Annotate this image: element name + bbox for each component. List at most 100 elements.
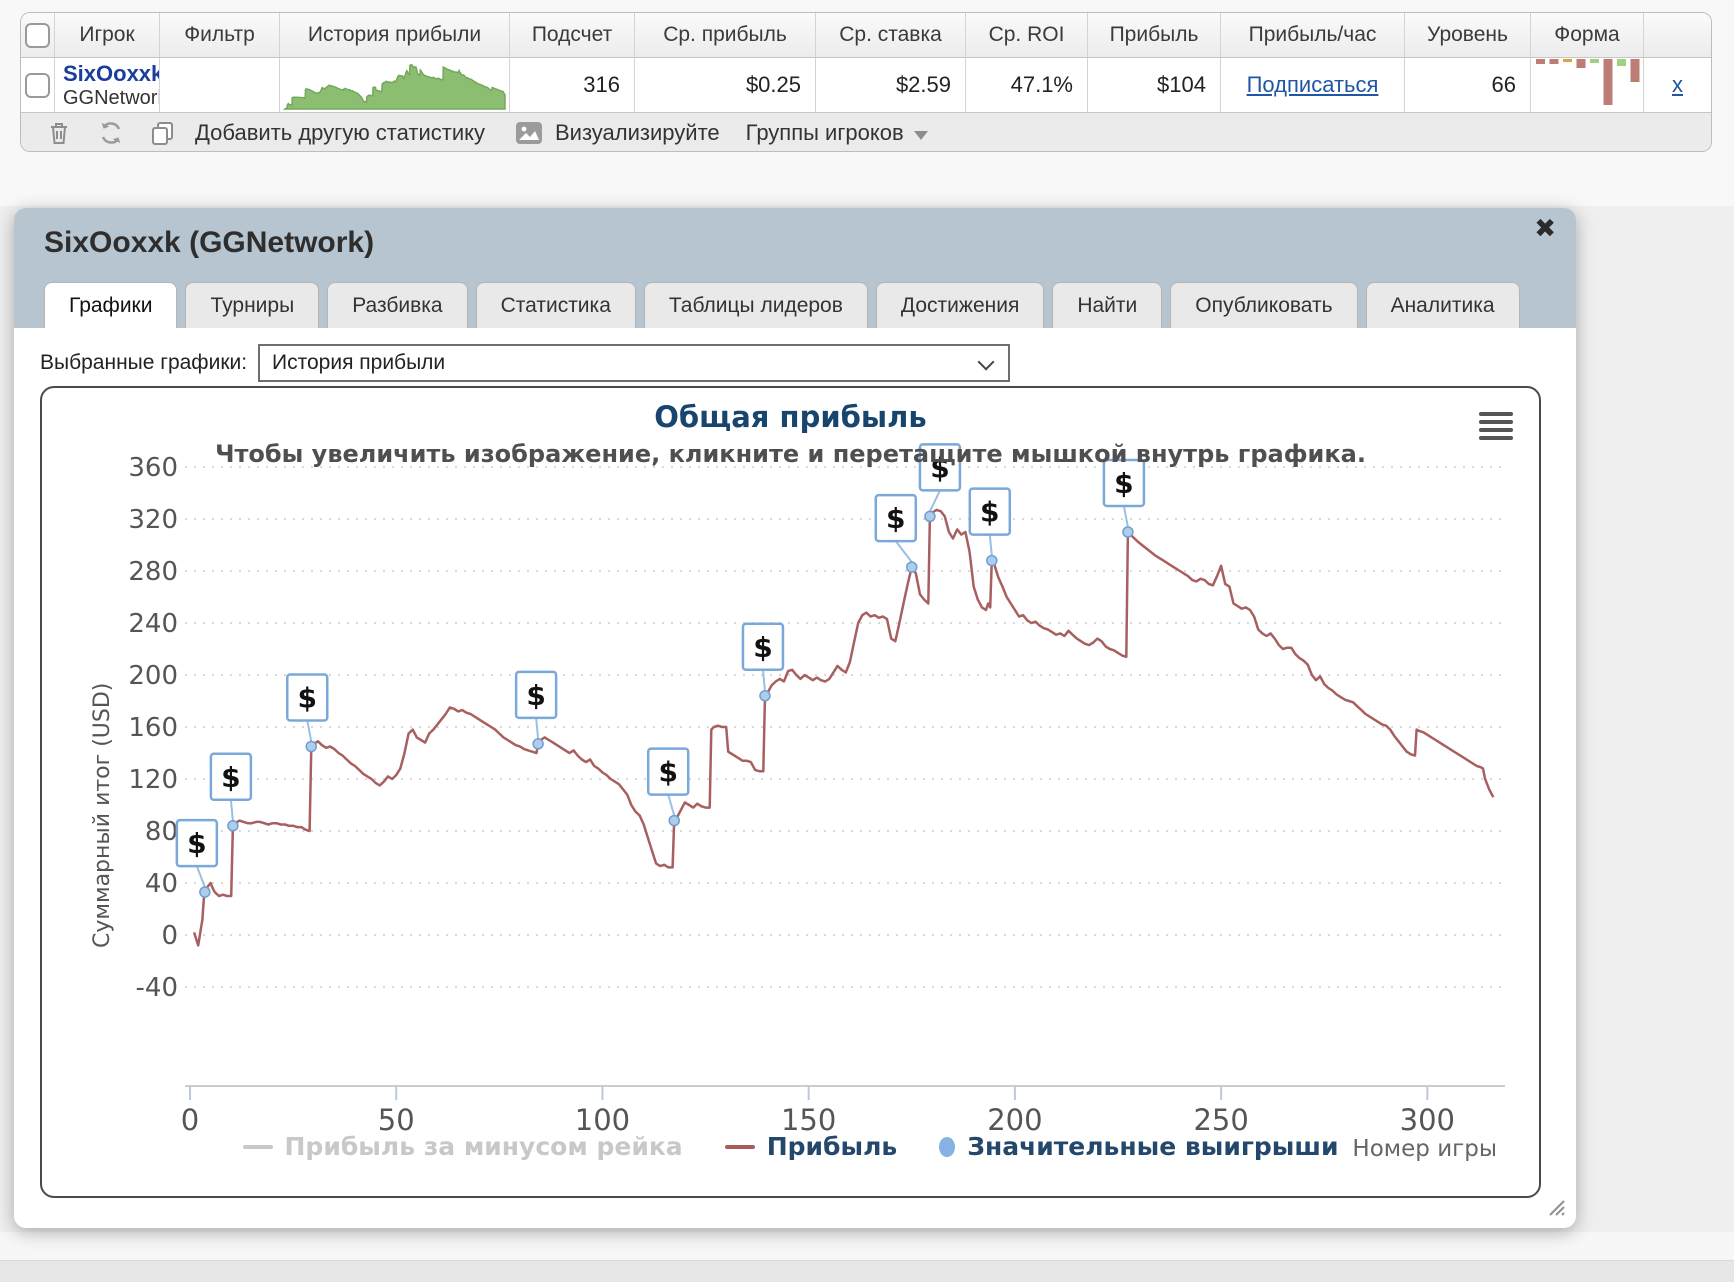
player-groups-dropdown[interactable]: Группы игроков xyxy=(746,120,928,146)
add-stat-button[interactable]: Добавить другую статистику xyxy=(195,119,485,145)
visualize-icon[interactable] xyxy=(515,119,543,147)
svg-text:100: 100 xyxy=(575,1103,630,1137)
tab-achievements[interactable]: Достижения xyxy=(875,282,1045,328)
svg-text:320: 320 xyxy=(128,505,178,535)
player-name[interactable]: SixOoxxk xyxy=(63,60,160,86)
column-header-avg-roi[interactable]: Ср. ROI xyxy=(966,13,1088,57)
legend-label: Значительные выигрыши xyxy=(967,1132,1339,1161)
visualize-button[interactable]: Визуализируйте xyxy=(555,119,720,145)
count-cell: 316 xyxy=(510,58,635,112)
svg-text:0: 0 xyxy=(181,1103,199,1137)
table-row: SixOoxxk GGNetwork 316 $0.25 $2.59 47.1%… xyxy=(21,58,1711,113)
row-checkbox[interactable] xyxy=(25,72,50,98)
column-header-remove xyxy=(1644,13,1711,57)
chart-plot-area[interactable]: 360 320 280 240 200 160 120 80 40 0 -40 0 50 100 150 20… xyxy=(42,388,1539,1196)
column-header-filter[interactable]: Фильтр xyxy=(160,13,280,57)
column-header-avg-stake[interactable]: Ср. ставка xyxy=(816,13,966,57)
column-header-profit-per-hour[interactable]: Прибыль/час xyxy=(1221,13,1405,57)
dialog-title: SixOoxxk (GGNetwork) xyxy=(44,226,375,259)
tab-analytics[interactable]: Аналитика xyxy=(1365,282,1520,328)
svg-text:200: 200 xyxy=(128,661,178,691)
profit-history-cell[interactable] xyxy=(280,58,510,112)
dialog-tabs: Графики Турниры Разбивка Статистика Табл… xyxy=(44,282,1520,328)
svg-text:280: 280 xyxy=(128,557,178,587)
svg-text:150: 150 xyxy=(781,1103,836,1137)
select-all-checkbox[interactable] xyxy=(25,22,50,48)
graph-type-value: История прибыли xyxy=(272,351,446,374)
player-network: GGNetwork xyxy=(63,86,160,109)
copy-icon[interactable] xyxy=(149,119,177,147)
chart-legend: Прибыль за минусом рейка Прибыль Значите… xyxy=(42,1132,1539,1161)
legend-item-profit-minus-rake[interactable]: Прибыль за минусом рейка xyxy=(242,1132,683,1161)
filter-cell[interactable] xyxy=(160,58,280,112)
graph-type-select[interactable]: История прибыли xyxy=(258,344,1010,382)
svg-text:240: 240 xyxy=(128,609,178,639)
svg-text:160: 160 xyxy=(128,713,178,743)
column-header-avg-profit[interactable]: Ср. прибыль xyxy=(635,13,816,57)
profit-history-sparkline xyxy=(282,63,506,110)
svg-text:120: 120 xyxy=(128,765,178,795)
selected-graphs-label: Выбранные графики: xyxy=(40,351,248,374)
player-cell[interactable]: SixOoxxk GGNetwork xyxy=(55,58,160,112)
svg-text:$: $ xyxy=(658,756,677,789)
svg-text:250: 250 xyxy=(1193,1103,1248,1137)
chevron-down-icon xyxy=(977,353,995,371)
tab-find[interactable]: Найти xyxy=(1052,282,1163,328)
avg-stake-cell: $2.59 xyxy=(816,58,966,112)
avg-profit-cell: $0.25 xyxy=(635,58,816,112)
tab-leaderboards[interactable]: Таблицы лидеров xyxy=(643,282,868,328)
svg-text:$: $ xyxy=(187,827,206,860)
svg-text:$: $ xyxy=(526,679,545,712)
tab-graphs[interactable]: Графики xyxy=(44,282,178,328)
column-header-count[interactable]: Подсчет xyxy=(510,13,635,57)
legend-label: Прибыль за минусом рейка xyxy=(284,1132,683,1161)
form-cell xyxy=(1531,58,1644,112)
column-header-level[interactable]: Уровень xyxy=(1405,13,1531,57)
column-header-form[interactable]: Форма xyxy=(1531,13,1644,57)
form-mini-chart xyxy=(1535,59,1639,105)
svg-text:40: 40 xyxy=(145,869,178,899)
profit-per-hour-cell: Подписаться xyxy=(1221,58,1405,112)
legend-dash-red xyxy=(724,1144,755,1149)
svg-text:200: 200 xyxy=(987,1103,1042,1137)
tab-tournaments[interactable]: Турниры xyxy=(185,282,320,328)
svg-text:0: 0 xyxy=(161,921,178,951)
svg-text:80: 80 xyxy=(145,817,178,847)
profit-cell: $104 xyxy=(1088,58,1221,112)
delete-icon[interactable] xyxy=(45,119,73,147)
page-bottom-bar xyxy=(0,1260,1734,1282)
player-stats-table: Игрок Фильтр История прибыли Подсчет Ср.… xyxy=(20,12,1712,152)
level-cell: 66 xyxy=(1405,58,1531,112)
refresh-icon[interactable] xyxy=(97,119,125,147)
svg-text:-40: -40 xyxy=(136,973,178,1003)
tab-breakdown[interactable]: Разбивка xyxy=(327,282,468,328)
select-all-cell xyxy=(21,13,55,57)
svg-text:$: $ xyxy=(980,496,999,529)
remove-row-link[interactable]: x xyxy=(1672,72,1683,97)
row-select-cell xyxy=(21,58,55,112)
tab-publish[interactable]: Опубликовать xyxy=(1170,282,1358,328)
close-icon[interactable]: ✖ xyxy=(1534,214,1556,244)
chart-menu-icon[interactable] xyxy=(1479,412,1513,444)
resize-grip[interactable] xyxy=(1546,1197,1566,1222)
profit-chart[interactable]: 360 320 280 240 200 160 120 80 40 0 -40 0 50 100 150 20… xyxy=(40,386,1541,1198)
svg-text:$: $ xyxy=(886,502,905,535)
tab-statistics[interactable]: Статистика xyxy=(475,282,636,328)
caret-down-icon xyxy=(913,130,928,140)
column-header-profit-history[interactable]: История прибыли xyxy=(280,13,510,57)
chart-title: Общая прибыль xyxy=(654,400,927,434)
table-header-row: Игрок Фильтр История прибыли Подсчет Ср.… xyxy=(21,13,1711,58)
x-axis-title: Номер игры xyxy=(1352,1136,1497,1162)
chart-subtitle: Чтобы увеличить изображение, кликните и … xyxy=(215,440,1366,468)
dialog-header: SixOoxxk (GGNetwork) ✖ Графики Турниры Р… xyxy=(14,208,1576,328)
column-header-player[interactable]: Игрок xyxy=(55,13,160,57)
column-header-profit[interactable]: Прибыль xyxy=(1088,13,1221,57)
y-axis-title: Суммарный итог (USD) xyxy=(90,682,115,948)
svg-text:$: $ xyxy=(930,451,949,484)
legend-dash-gray xyxy=(242,1144,273,1149)
legend-item-significant-wins[interactable]: Значительные выигрыши xyxy=(939,1132,1338,1161)
subscribe-link[interactable]: Подписаться xyxy=(1246,72,1379,97)
legend-item-profit[interactable]: Прибыль xyxy=(724,1132,897,1161)
svg-text:$: $ xyxy=(1114,467,1133,500)
